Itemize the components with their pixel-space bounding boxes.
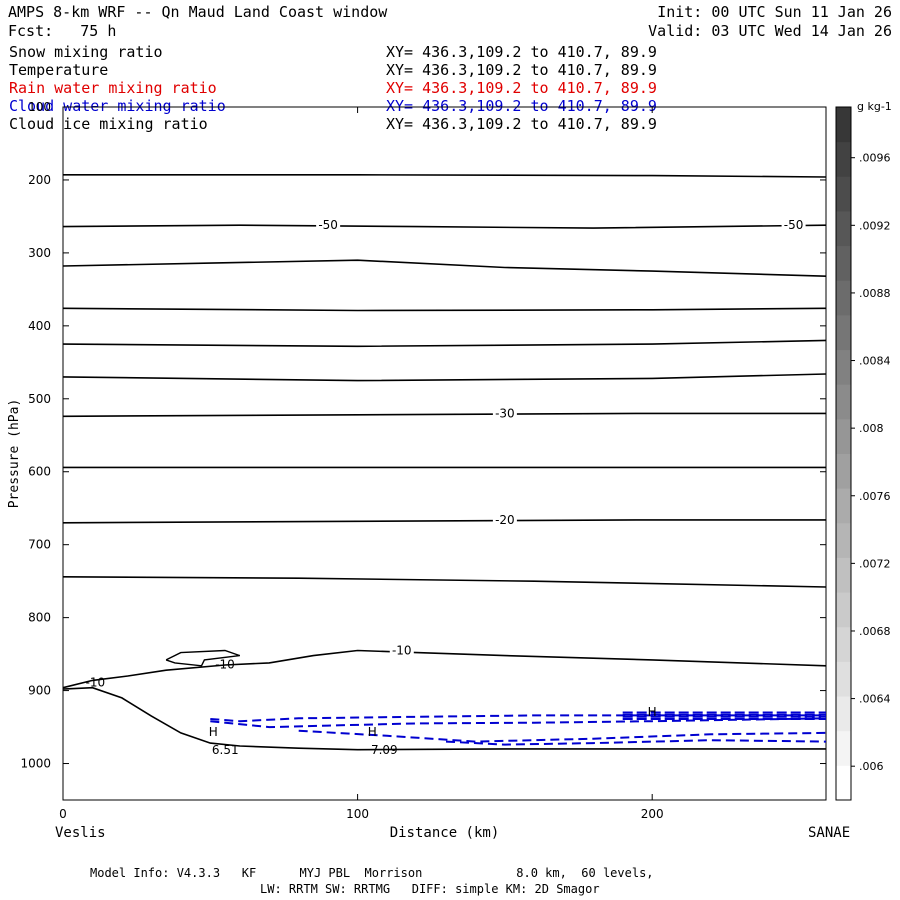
temperature-contour (62, 339, 827, 348)
field-name: Temperature (9, 61, 109, 79)
field-xy-range: XY= 436.3,109.2 to 410.7, 89.9 (386, 79, 657, 97)
colorbar-segment (836, 730, 851, 766)
temperature-contour (62, 576, 827, 588)
temperature-contour (62, 649, 827, 689)
y-tick-label: 400 (28, 319, 51, 333)
cloud-water-contour (445, 739, 827, 746)
x-tick-label: 200 (641, 807, 664, 821)
colorbar-segment (836, 488, 851, 524)
field-xy-range: XY= 436.3,109.2 to 410.7, 89.9 (386, 97, 657, 115)
temperature-contour-label: -50 (784, 218, 804, 232)
temperature-contour (62, 259, 827, 277)
x-end-label-left: Veslis (55, 825, 106, 841)
temperature-contour-label: -10 (86, 676, 106, 690)
init-time: Init: 00 UTC Sun 11 Jan 26 (657, 3, 892, 21)
colorbar-segment (836, 557, 851, 593)
temperature-contour (63, 174, 827, 178)
extremum-value: 6.51 (212, 743, 239, 757)
contour-label-bg (492, 406, 517, 420)
temperature-contour (62, 373, 827, 382)
colorbar-segment (836, 176, 851, 212)
cloud-water-contour (298, 729, 827, 743)
cloud-water-contour (210, 717, 827, 729)
colorbar-frame (835, 106, 852, 801)
y-tick-label: 100 (28, 100, 51, 114)
y-tick-label: 500 (28, 392, 51, 406)
colorbar-segment (836, 418, 851, 454)
plot-frame (62, 106, 827, 801)
y-tick-label: 300 (28, 246, 51, 260)
temperature-contour-label: -50 (318, 218, 338, 232)
colorbar-tick-label: .0076 (859, 490, 891, 503)
colorbar-segment (836, 453, 851, 489)
colorbar-tick-label: .0064 (859, 693, 891, 706)
colorbar-tick-label: .0096 (859, 152, 891, 165)
contour-label-bg (316, 218, 341, 232)
temperature-contour-label: -10 (215, 657, 235, 671)
x-axis-label: Distance (km) (390, 825, 500, 841)
colorbar-segment (836, 626, 851, 662)
colorbar-segment (836, 696, 851, 732)
field-name: Rain water mixing ratio (9, 79, 217, 97)
model-info-line2: LW: RRTM SW: RRTMG DIFF: simple KM: 2D S… (260, 882, 600, 896)
x-tick-label: 100 (346, 807, 369, 821)
colorbar-unit: g kg-1 (857, 100, 892, 113)
extremum-value: 7.09 (371, 743, 398, 757)
contour-label-bg (492, 512, 517, 526)
temperature-contour (62, 519, 826, 524)
colorbar-segment (836, 765, 851, 801)
contour-label-bg (389, 643, 414, 657)
y-tick-label: 800 (28, 611, 51, 625)
surface-contour (62, 686, 826, 751)
colorbar-segment (836, 592, 851, 628)
colorbar-segment (836, 245, 851, 281)
model-info-line1: Model Info: V4.3.3 KF MYJ PBL Morrison 8… (90, 866, 654, 880)
colorbar-segment (836, 210, 851, 247)
field-name: Cloud water mixing ratio (9, 97, 226, 115)
temperature-contour-label: -10 (392, 643, 412, 657)
temperature-contour-label: -30 (495, 406, 515, 420)
y-tick-label: 200 (28, 173, 51, 187)
colorbar-segment (836, 522, 851, 558)
y-axis-label: Pressure (hPa) (7, 399, 22, 509)
valid-time: Valid: 03 UTC Wed 14 Jan 26 (648, 22, 892, 40)
field-name: Cloud ice mixing ratio (9, 115, 208, 133)
colorbar-tick-label: .006 (859, 760, 884, 773)
y-tick-label: 1000 (20, 757, 51, 771)
temperature-contour (62, 307, 827, 312)
y-tick-label: 700 (28, 538, 51, 552)
extremum-marker: H (209, 725, 218, 739)
colorbar-segment (836, 314, 851, 351)
contour-label-bg (781, 218, 806, 232)
field-name: Snow mixing ratio (9, 43, 163, 61)
x-end-label-right: SANAE (808, 825, 850, 841)
field-xy-range: XY= 436.3,109.2 to 410.7, 89.9 (386, 61, 657, 79)
colorbar-segment (836, 349, 851, 385)
y-tick-label: 900 (28, 684, 51, 698)
temperature-contour (62, 412, 826, 418)
colorbar-segment (836, 384, 851, 420)
y-tick-label: 600 (28, 465, 51, 479)
colorbar-tick-label: .0084 (859, 355, 891, 368)
colorbar-tick-label: .0068 (859, 625, 891, 638)
colorbar-segment (836, 280, 851, 316)
colorbar-tick-label: .008 (859, 422, 884, 435)
colorbar-segment (836, 661, 851, 697)
colorbar-tick-label: .0072 (859, 557, 891, 570)
extremum-marker: H (368, 725, 377, 739)
colorbar-tick-label: .0088 (859, 287, 891, 300)
temperature-contour (62, 224, 827, 229)
field-xy-range: XY= 436.3,109.2 to 410.7, 89.9 (386, 43, 657, 61)
colorbar-segment (836, 107, 851, 143)
temperature-contour-label: -20 (495, 513, 515, 527)
extremum-marker: H (648, 705, 657, 719)
forecast-hour: Fcst: 75 h (8, 22, 117, 40)
field-xy-range: XY= 436.3,109.2 to 410.7, 89.9 (386, 115, 657, 133)
colorbar-segment (836, 141, 851, 177)
chart-title: AMPS 8-km WRF -- Qn Maud Land Coast wind… (8, 3, 388, 21)
x-tick-label: 0 (59, 807, 67, 821)
temperature-contour-loop (165, 649, 241, 667)
colorbar-tick-label: .0092 (859, 219, 891, 232)
